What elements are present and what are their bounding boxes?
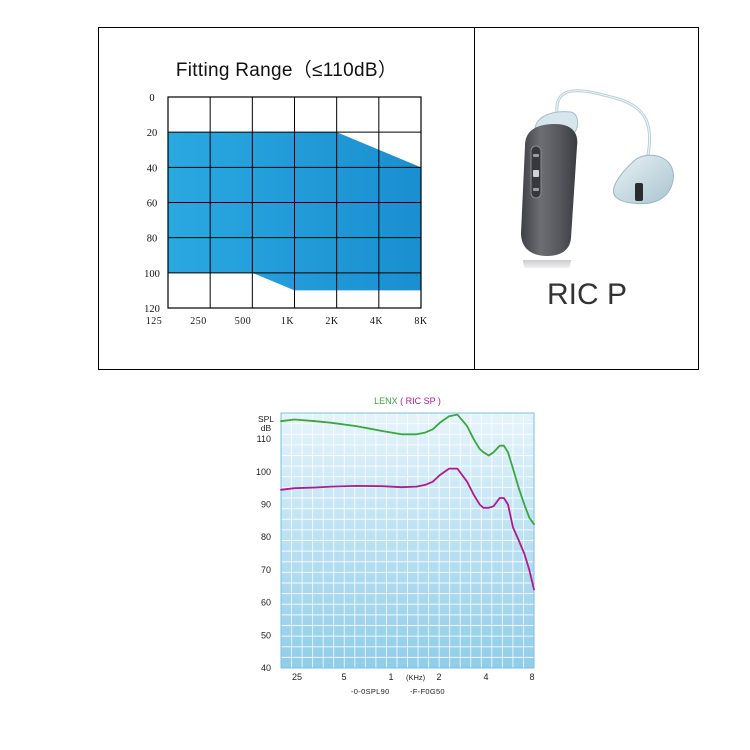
- fit-frame: [167, 96, 422, 309]
- resp-y-tick-label: 50: [261, 630, 271, 640]
- resp-x-tick-label: 5: [341, 672, 346, 682]
- fit-x-tick-label: 4K: [370, 316, 384, 327]
- fit-y-tick-label: 100: [144, 269, 160, 280]
- resp-x-tick-label: 4: [483, 672, 488, 682]
- resp-x-tick-label: 8: [529, 672, 534, 682]
- resp-y-tick-label: 40: [261, 663, 271, 673]
- ear-mold: [613, 154, 674, 205]
- fit-y-tick-label: 40: [147, 163, 158, 174]
- resp-x-tick-label: 2: [436, 672, 441, 682]
- fog50-curve: [280, 467, 535, 591]
- resp-frame: [280, 412, 535, 669]
- resp-y-axis-label-line2: dB: [261, 423, 272, 433]
- fit-y-tick-label: 120: [144, 304, 160, 315]
- resp-y-tick-label: 100: [256, 467, 271, 477]
- resp-x-tick-label: (KHz): [406, 673, 426, 682]
- fitting-range-panel: Fitting Range（≤110dB） 0 20 40 60 80 100 120 125…: [98, 27, 699, 370]
- fit-y-tick-label: 80: [147, 234, 158, 245]
- resp-legend-ospl90: -0-0SPL90: [351, 687, 390, 696]
- fit-y-tick-label: 20: [147, 128, 158, 139]
- response-chart-title: LENX ( RIC SP ): [280, 396, 535, 406]
- resp-y-axis-label-line1: SPL: [258, 414, 274, 424]
- fit-y-tick-label: 0: [149, 93, 154, 104]
- fit-x-tick-label: 500: [235, 316, 252, 327]
- resp-y-tick-label: 60: [261, 598, 271, 608]
- resp-x-tick-label: 1: [388, 672, 393, 682]
- fit-x-tick-label: 250: [190, 316, 207, 327]
- fit-x-tick-label: 1K: [281, 316, 295, 327]
- resp-y-tick-label: 70: [261, 565, 271, 575]
- fit-x-tick-label: 125: [146, 316, 163, 327]
- resp-x-tick-label: 25: [292, 672, 302, 682]
- resp-y-tick-label: 80: [261, 532, 271, 542]
- receiver: [635, 183, 643, 201]
- response-title-suffix: ( RIC SP ): [400, 396, 441, 406]
- product-panel: RIC P: [475, 28, 699, 369]
- ospl90-curve: [280, 413, 535, 526]
- fit-x-tick-label: 2K: [325, 316, 339, 327]
- resp-legend-fog50: -F-F0G50: [410, 687, 445, 696]
- fit-x-tick-label: 8K: [414, 316, 428, 327]
- resp-y-tick-label: 90: [261, 500, 271, 510]
- resp-y-tick-label: 110: [257, 434, 271, 444]
- fitting-range-title: Fitting Range（≤110dB）: [175, 60, 398, 81]
- product-name: RIC P: [546, 278, 627, 311]
- fit-y-tick-label: 60: [147, 199, 158, 210]
- response-title-prefix: LENX: [374, 396, 398, 406]
- panel-divider: [474, 28, 475, 369]
